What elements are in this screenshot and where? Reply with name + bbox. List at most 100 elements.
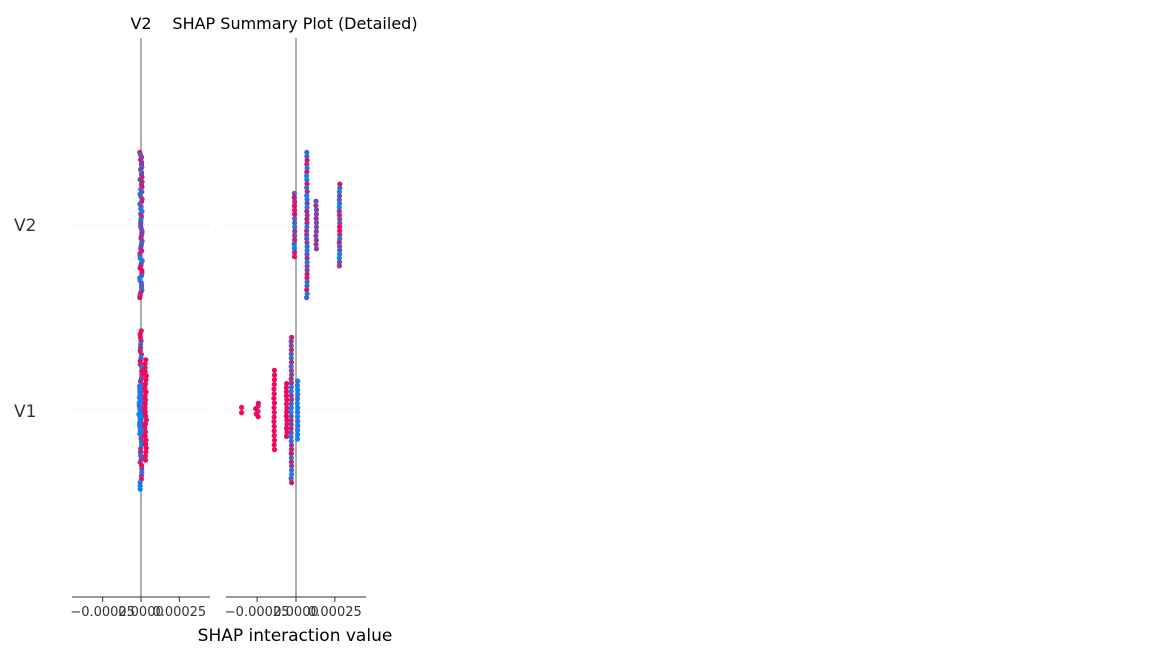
shap-point-v1 xyxy=(283,433,290,439)
shap-point-v1 xyxy=(288,451,294,457)
shap-point-v2 xyxy=(336,255,342,261)
shap-point-v2 xyxy=(337,220,343,226)
shap-point-v2 xyxy=(337,216,343,222)
shap-point-v2 xyxy=(337,236,343,242)
shap-point-v1 xyxy=(142,381,148,387)
shap-point-v2 xyxy=(292,233,298,239)
shap-point-v1 xyxy=(288,405,294,411)
shap-point-v1 xyxy=(284,405,290,411)
shap-point-v1 xyxy=(271,423,277,429)
shap-point-v1 xyxy=(288,438,294,444)
shap-point-v1 xyxy=(271,377,277,383)
shap-point-v2 xyxy=(292,220,298,226)
shap-point-v1 xyxy=(288,388,294,394)
shap-point-v1 xyxy=(143,417,149,423)
shap-point-v2 xyxy=(313,228,319,235)
shap-point-v1 xyxy=(288,475,294,482)
shap-point-v1 xyxy=(295,414,301,420)
shap-point-v2 xyxy=(313,241,319,247)
shap-point-v1 xyxy=(283,401,290,407)
shap-point-v2 xyxy=(291,241,297,247)
shap-point-v2 xyxy=(304,196,310,203)
shap-point-v1 xyxy=(289,463,295,469)
shap-point-v1 xyxy=(284,417,290,423)
shap-point-v2 xyxy=(304,161,310,167)
shap-point-v1 xyxy=(283,425,290,431)
shap-point-v1 xyxy=(271,381,277,387)
shap-point-v1 xyxy=(271,414,277,420)
shap-point-v2 xyxy=(336,201,343,207)
shap-point-v1 xyxy=(142,393,148,399)
shap-point-v1 xyxy=(143,413,149,419)
x-tick-label: 0.00025 xyxy=(152,605,206,620)
shap-point-v2 xyxy=(337,247,343,253)
shap-point-v2 xyxy=(304,189,310,195)
shap-point-v2 xyxy=(337,243,343,249)
shap-point-v2 xyxy=(304,295,310,301)
shap-point-v2 xyxy=(304,208,310,214)
shap-point-v2 xyxy=(304,216,310,222)
x-axis-title: SHAP interaction value xyxy=(198,626,393,646)
shap-point-v2 xyxy=(337,185,343,191)
shap-point-v1 xyxy=(239,404,245,410)
shap-point-v1 xyxy=(271,409,277,415)
shap-point-v1 xyxy=(271,419,277,425)
shap-point-v2 xyxy=(304,247,310,254)
shap-point-v1 xyxy=(288,338,294,345)
shap-point-v2 xyxy=(291,190,297,196)
shap-point-v1 xyxy=(271,400,277,406)
shap-point-v1 xyxy=(295,391,301,397)
shap-point-v2 xyxy=(304,149,310,155)
shap-point-v1 xyxy=(137,486,143,492)
shap-point-v2 xyxy=(337,232,343,238)
shap-point-v2 xyxy=(304,173,310,179)
shap-point-v1 xyxy=(283,389,289,395)
shap-point-v2 xyxy=(304,251,310,257)
shap-point-v1 xyxy=(143,457,149,463)
shap-point-v1 xyxy=(289,334,295,340)
shap-point-v2 xyxy=(304,267,310,273)
shap-point-v1 xyxy=(271,391,277,397)
shap-point-v1 xyxy=(284,381,290,387)
shap-point-v1 xyxy=(288,351,294,357)
shap-point-v1 xyxy=(288,459,294,465)
shap-point-v1 xyxy=(142,441,149,447)
shap-point-v2 xyxy=(313,220,319,226)
shap-point-v2 xyxy=(336,197,342,203)
shap-point-v1 xyxy=(295,378,301,384)
shap-point-v1 xyxy=(143,449,149,455)
shap-point-v1 xyxy=(295,387,301,393)
shap-point-v1 xyxy=(142,409,148,415)
shap-point-v2 xyxy=(304,224,310,230)
shap-point-v1 xyxy=(255,414,261,420)
shap-point-v1 xyxy=(284,421,290,427)
shap-point-v1 xyxy=(288,430,294,436)
x-tick-label: 0.00025 xyxy=(308,605,362,620)
shap-point-v1 xyxy=(271,437,278,443)
shap-point-v1 xyxy=(142,361,148,367)
shap-point-v1 xyxy=(288,426,294,432)
shap-point-v1 xyxy=(295,396,301,402)
shap-point-v2 xyxy=(292,211,298,217)
x-tick-label: −0.00025 xyxy=(70,605,135,620)
shap-point-v1 xyxy=(142,453,148,459)
shap-point-v2 xyxy=(313,246,319,252)
shap-point-v1 xyxy=(288,421,294,428)
shap-point-v2 xyxy=(304,236,310,242)
shap-point-v1 xyxy=(288,413,294,419)
shap-point-v2 xyxy=(304,279,310,285)
shap-point-v1 xyxy=(288,347,294,353)
shap-point-v1 xyxy=(288,392,294,399)
shap-point-v1 xyxy=(142,429,149,435)
shap-point-v1 xyxy=(142,425,148,431)
feature-label-v2: V2 xyxy=(14,216,36,236)
shap-point-v2 xyxy=(304,283,310,289)
shap-point-v1 xyxy=(289,467,295,473)
shap-point-v2 xyxy=(304,232,310,238)
shap-point-v1 xyxy=(271,442,277,448)
shap-point-v2 xyxy=(292,237,298,243)
shap-point-v1 xyxy=(288,417,294,423)
shap-point-v1 xyxy=(142,365,148,371)
x-tick-label: 0.0000 xyxy=(273,605,319,620)
